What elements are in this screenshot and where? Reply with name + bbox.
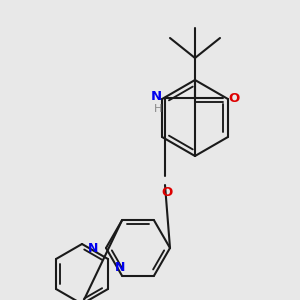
Text: N: N — [88, 242, 98, 254]
Text: O: O — [161, 186, 172, 199]
Text: O: O — [228, 92, 239, 104]
Text: H: H — [154, 104, 162, 114]
Text: N: N — [151, 91, 162, 103]
Text: N: N — [115, 261, 125, 274]
